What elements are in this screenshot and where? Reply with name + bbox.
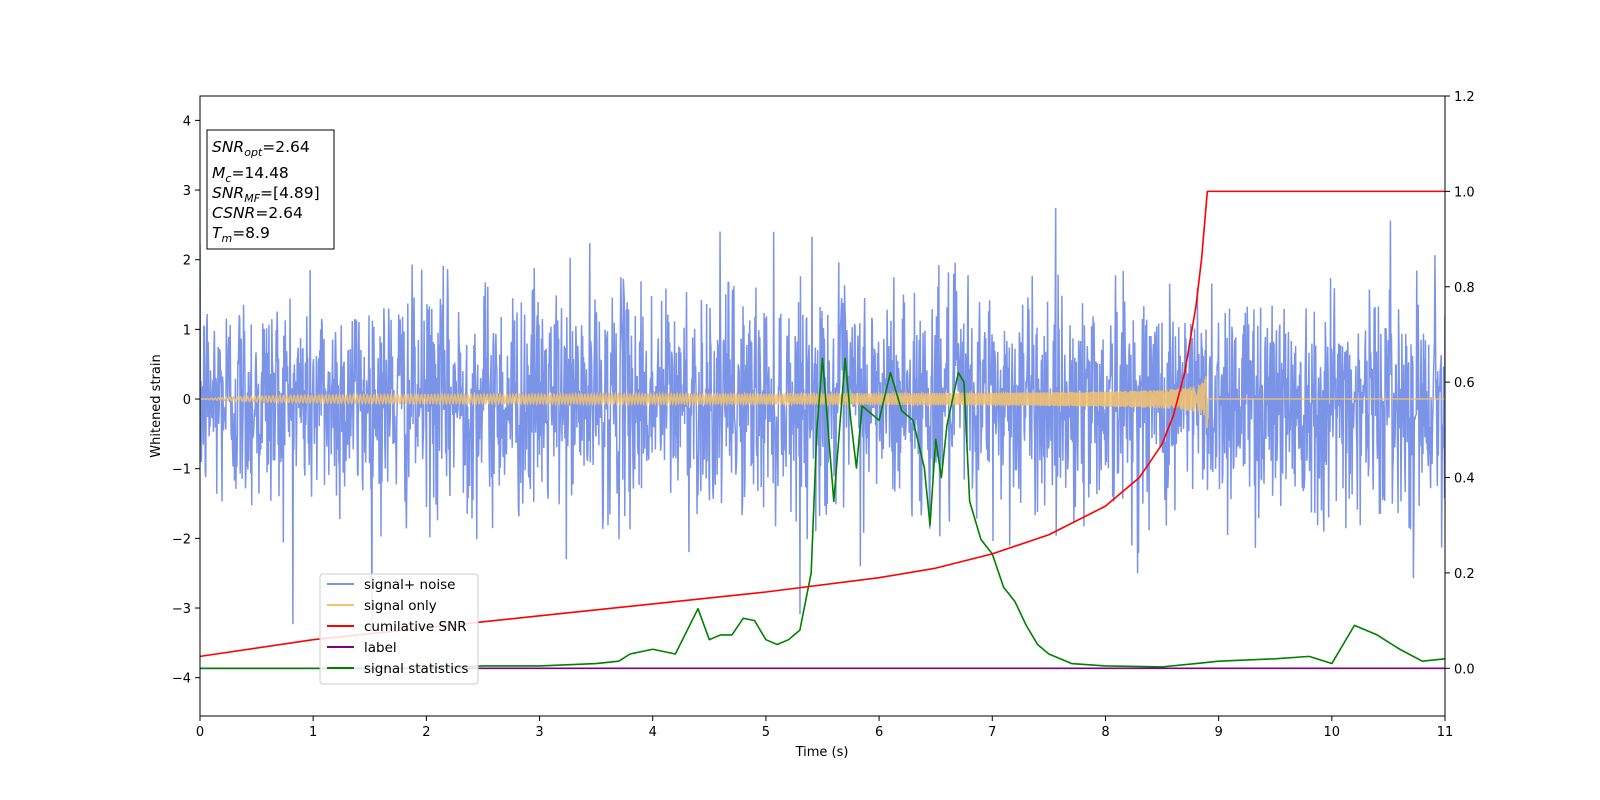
legend-label-cumulative-snr: cumilative SNR (364, 619, 467, 635)
x-tick-label: 11 (1437, 725, 1454, 740)
annotation-mc: Mc=14.48 (212, 164, 289, 185)
y2-tick-label: 0.2 (1454, 567, 1475, 582)
x-tick-label: 3 (535, 725, 543, 740)
y-tick-label: −3 (172, 602, 191, 617)
y-axis-label: Whitened strain (149, 354, 164, 457)
x-tick-label: 6 (875, 725, 883, 740)
legend-label-signal-noise: signal+ noise (364, 577, 455, 593)
legend: signal+ noise signal only cumilative SNR… (319, 573, 479, 685)
annotation-tm: Tm=8.9 (212, 224, 270, 245)
annotation-snr-opt: SNRopt=2.64 (212, 138, 310, 159)
y2-tick-label: 1.0 (1454, 185, 1475, 200)
legend-label-signal-only: signal only (364, 598, 437, 614)
legend-frame (319, 573, 479, 685)
series-signal-only (200, 376, 1445, 429)
axes-frame (199, 95, 1446, 717)
legend-label-signal-statistics: signal statistics (364, 661, 468, 677)
x-tick-label: 7 (988, 725, 996, 740)
y2-tick-label: 0.4 (1454, 472, 1475, 487)
annotation-box: SNRopt=2.64 Mc=14.48 SNRMF=[4.89] CSNR=2… (206, 129, 335, 250)
y2-tick-label: 1.2 (1454, 90, 1475, 105)
y2-tick-label: 0.0 (1454, 662, 1475, 677)
y-tick-label: 1 (183, 323, 191, 338)
y-tick-label: −4 (172, 672, 191, 687)
y-tick-label: 2 (183, 254, 191, 269)
y2-tick-label: 0.6 (1454, 376, 1475, 391)
annotation-csnr: CSNR=2.64 (212, 204, 303, 222)
y-tick-label: 3 (183, 184, 191, 199)
series-cumulative-snr (200, 190, 1445, 658)
x-tick-label: 10 (1324, 725, 1341, 740)
y-tick-label: −1 (172, 463, 191, 478)
x-tick-label: 4 (649, 725, 657, 740)
y2-tick-label: 0.8 (1454, 281, 1475, 296)
x-tick-label: 9 (1214, 725, 1222, 740)
legend-label-label: label (364, 640, 397, 656)
x-tick-label: 2 (422, 725, 430, 740)
y-tick-label: 4 (183, 114, 191, 129)
x-tick-label: 0 (196, 725, 204, 740)
x-tick-label: 5 (762, 725, 770, 740)
series-signal-statistics (200, 357, 1445, 670)
y-tick-label: −2 (172, 532, 191, 547)
x-tick-label: 1 (309, 725, 317, 740)
x-axis-label: Time (s) (795, 745, 849, 760)
series-signal-noise (200, 207, 1445, 633)
x-tick-label: 8 (1101, 725, 1109, 740)
y-tick-label: 0 (183, 393, 191, 408)
axis-ticks: 0 1 2 3 4 5 6 7 8 9 10 1143210−1−2−3−41.21.00.80.60… (172, 90, 1475, 740)
annotation-snr-mf: SNRMF=[4.89] (212, 184, 320, 205)
